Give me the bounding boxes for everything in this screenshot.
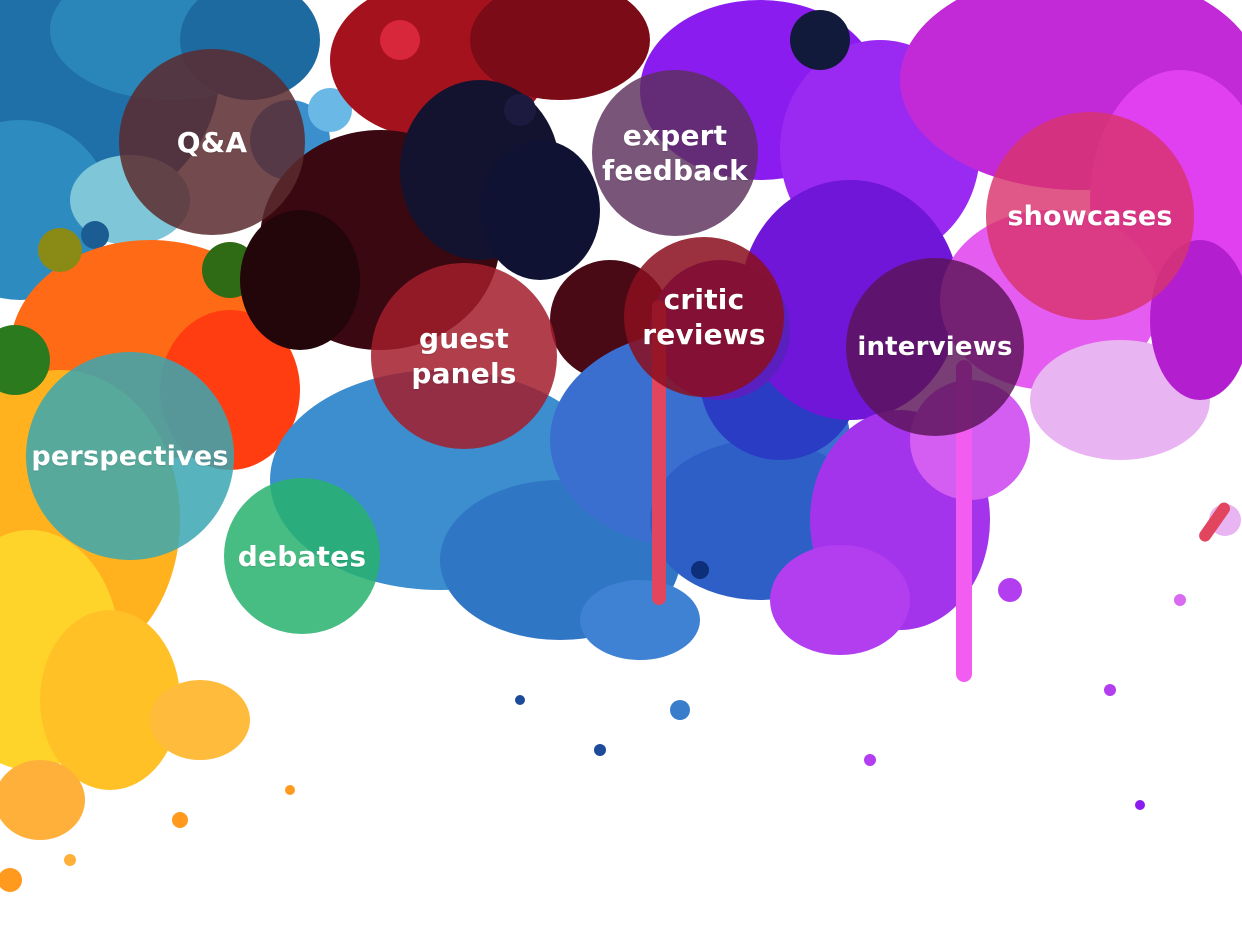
bubble-qa: Q&A bbox=[119, 49, 305, 235]
bubble-label-showcases: showcases bbox=[1007, 200, 1173, 232]
bubble-critic-reviews: critic reviews bbox=[624, 237, 784, 397]
bubble-guest-panels: guest panels bbox=[371, 263, 557, 449]
bubble-label-critic-reviews: critic reviews bbox=[642, 283, 766, 351]
bubble-perspectives: perspectives bbox=[26, 352, 234, 560]
dark-red-splatter bbox=[240, 0, 670, 380]
bubble-label-debates: debates bbox=[237, 539, 367, 573]
bubble-showcases: showcases bbox=[986, 112, 1194, 320]
bubble-expert-feedback: expert feedback bbox=[592, 70, 758, 236]
bubble-interviews: interviews bbox=[846, 258, 1024, 436]
bubble-label-guest-panels: guest panels bbox=[411, 322, 517, 390]
bubble-label-qa: Q&A bbox=[176, 125, 248, 159]
bubble-label-expert-feedback: expert feedback bbox=[602, 119, 748, 187]
bubble-debates: debates bbox=[224, 478, 380, 634]
bubble-label-perspectives: perspectives bbox=[31, 440, 229, 472]
bubble-label-interviews: interviews bbox=[857, 331, 1013, 362]
